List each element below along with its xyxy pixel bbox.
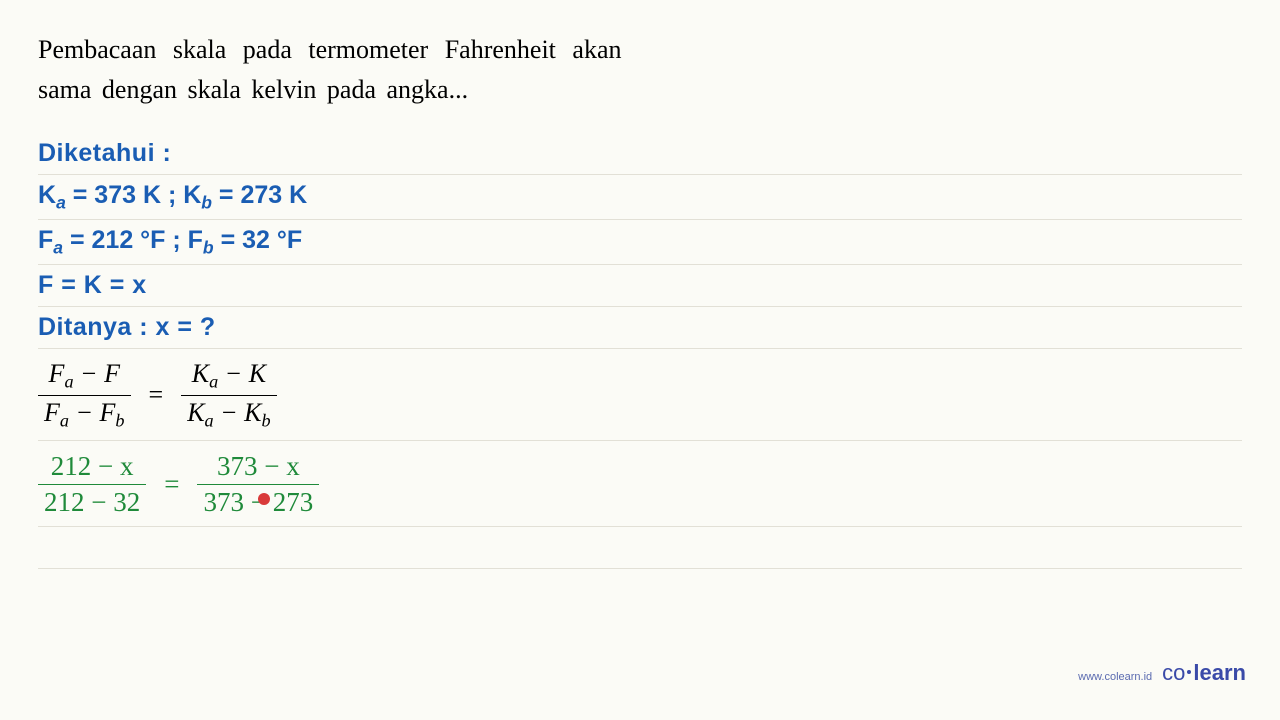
k-b-sub: b xyxy=(201,192,212,212)
known-k-values: Ka = 373 K ; Kb = 273 K xyxy=(38,181,307,213)
question-line-2: sama dengan skala kelvin pada angka... xyxy=(38,70,1242,110)
eq1-equals: = xyxy=(139,380,174,410)
f-a-val: = 212 °F ; F xyxy=(63,226,203,254)
known-row-3: F = K = x xyxy=(38,265,1242,307)
known-heading-row: Diketahui : xyxy=(38,133,1242,175)
known-heading: Diketahui : xyxy=(38,139,171,168)
eq1-frac2-den: Ka − Kb xyxy=(181,396,276,433)
eq2-frac-right: 373 − x 373 − 273 xyxy=(197,449,319,521)
f-a-sym: F xyxy=(38,226,53,254)
brand-part-a: co xyxy=(1162,660,1185,685)
asked-row: Ditanya : x = ? xyxy=(38,307,1242,349)
eq1-frac2-num: Ka − K xyxy=(186,357,272,394)
footer: www.colearn.id colearn xyxy=(1078,660,1246,686)
asked-heading: Ditanya : x = ? xyxy=(38,313,216,342)
eq2-frac-left: 212 − x 212 − 32 xyxy=(38,449,146,521)
footer-brand: colearn xyxy=(1162,660,1246,686)
blank-row-2 xyxy=(38,569,1242,611)
f-a-sub: a xyxy=(53,237,63,257)
eq2-frac1-den: 212 − 32 xyxy=(38,485,146,520)
eq2-frac2-num: 373 − x xyxy=(211,449,306,484)
ruled-area: Diketahui : Ka = 373 K ; Kb = 273 K Fa =… xyxy=(38,133,1242,611)
blank-row-1 xyxy=(38,527,1242,569)
question-text: Pembacaan skala pada termometer Fahrenhe… xyxy=(38,30,1242,111)
eq1-frac-right: Ka − K Ka − Kb xyxy=(181,357,276,433)
cursor-dot-icon xyxy=(258,493,270,505)
equation-1-row: Fa − F Fa − Fb = Ka − K Ka − Kb xyxy=(38,349,1242,440)
brand-part-b: learn xyxy=(1193,660,1246,685)
eq1-frac-left: Fa − F Fa − Fb xyxy=(38,357,131,433)
known-row-2: Fa = 212 °F ; Fb = 32 °F xyxy=(38,220,1242,265)
k-a-sub: a xyxy=(56,192,66,212)
known-f-values: Fa = 212 °F ; Fb = 32 °F xyxy=(38,226,302,258)
eq1-frac1-den: Fa − Fb xyxy=(38,396,131,433)
brand-dot-icon xyxy=(1187,670,1191,674)
f-b-sub: b xyxy=(203,237,214,257)
known-row-1: Ka = 373 K ; Kb = 273 K xyxy=(38,175,1242,220)
eq2-frac1-num: 212 − x xyxy=(45,449,140,484)
k-a-sym: K xyxy=(38,181,56,209)
k-a-val: = 373 K ; K xyxy=(66,181,201,209)
footer-url: www.colearn.id xyxy=(1078,671,1152,683)
k-b-val: = 273 K xyxy=(212,181,307,209)
eq2-equals: = xyxy=(154,469,189,500)
page-root: Pembacaan skala pada termometer Fahrenhe… xyxy=(0,0,1280,720)
question-line-1: Pembacaan skala pada termometer Fahrenhe… xyxy=(38,30,1242,70)
eq1-frac1-num: Fa − F xyxy=(43,357,126,394)
f-b-val: = 32 °F xyxy=(214,226,303,254)
equation-2-row: 212 − x 212 − 32 = 373 − x 373 − 273 xyxy=(38,441,1242,528)
known-fkx: F = K = x xyxy=(38,271,147,300)
